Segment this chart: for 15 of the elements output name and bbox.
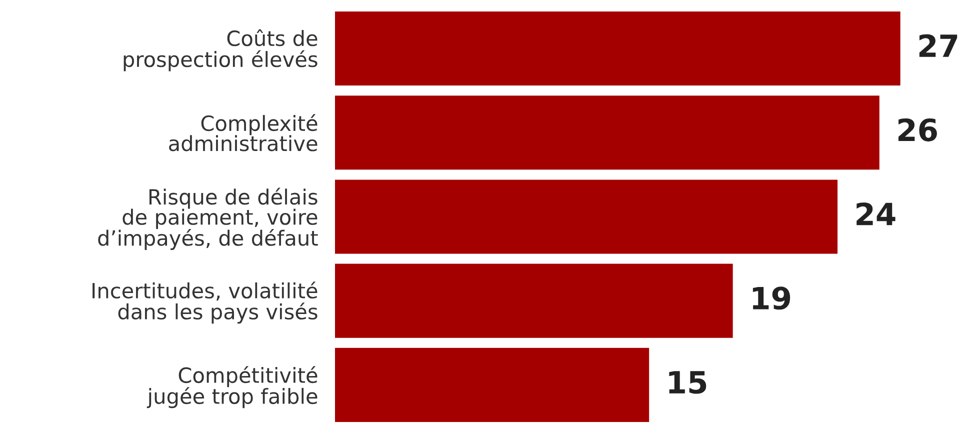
bar: [334, 348, 650, 422]
bar: [334, 180, 838, 254]
y-tick-label: Complexité administrative: [169, 114, 318, 152]
y-tick-label: Risque de délais de paiement, voire d’impayés, de défaut: [98, 188, 318, 250]
data-label: 24: [856, 202, 896, 226]
bar: [334, 11, 900, 86]
y-tick-label: Compétitivité jugée trop faible: [146, 366, 318, 408]
y-tick-label: Incertitudes, volatilité dans les pays visés: [92, 282, 318, 324]
bar: [334, 264, 733, 338]
data-label: 26: [898, 118, 937, 142]
data-label: 27: [919, 34, 958, 57]
data-label: 19: [752, 286, 790, 310]
data-label: 15: [669, 371, 706, 394]
bar: [334, 96, 880, 170]
y-tick-label: Coûts de prospection élevés: [124, 29, 318, 72]
